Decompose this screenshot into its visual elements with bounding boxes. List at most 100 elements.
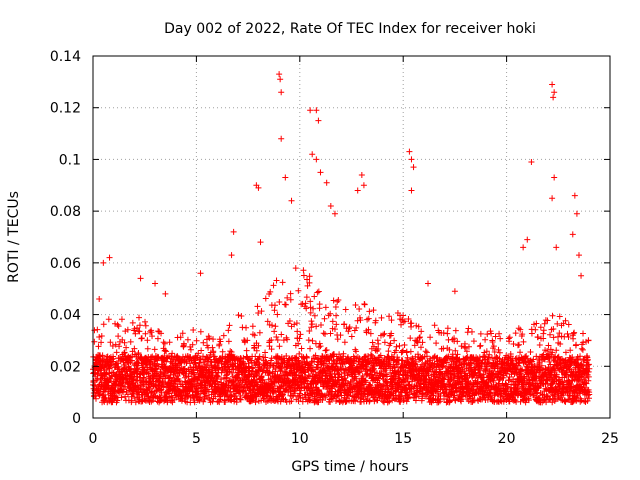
data-point (388, 330, 395, 337)
data-point-peak (569, 231, 576, 238)
data-point-peak (451, 288, 458, 295)
data-point (271, 302, 278, 309)
data-point (334, 393, 341, 400)
data-point (416, 334, 423, 341)
data-point (359, 372, 366, 379)
data-point (367, 330, 374, 337)
data-point (379, 398, 386, 405)
data-point (344, 380, 351, 387)
data-point (297, 390, 304, 397)
data-point (567, 347, 574, 354)
data-point (584, 397, 591, 404)
data-point (278, 365, 285, 372)
data-point (367, 351, 374, 358)
data-point (226, 322, 233, 329)
data-point (465, 325, 472, 332)
data-point (268, 336, 275, 343)
data-point (92, 395, 99, 402)
data-point (565, 333, 572, 340)
data-point (323, 360, 330, 367)
data-point-peak (578, 272, 585, 279)
data-point (353, 375, 360, 382)
data-point (256, 329, 263, 336)
data-point (411, 342, 418, 349)
data-point (465, 343, 472, 350)
data-point (171, 381, 178, 388)
data-point (333, 381, 340, 388)
data-point (307, 345, 314, 352)
data-point (523, 355, 530, 362)
data-point (314, 364, 321, 371)
data-point (316, 376, 323, 383)
data-point (413, 358, 420, 365)
data-point (565, 321, 572, 328)
data-point (296, 350, 303, 357)
data-point (516, 341, 523, 348)
data-point (149, 333, 156, 340)
data-point (347, 389, 354, 396)
data-point (327, 399, 334, 406)
data-point (334, 336, 341, 343)
data-point (386, 313, 393, 320)
data-point (266, 369, 273, 376)
data-point (440, 330, 447, 337)
data-point (236, 396, 243, 403)
data-point (112, 341, 119, 348)
data-point (171, 396, 178, 403)
x-tick-label: 10 (291, 431, 309, 447)
data-point (196, 397, 203, 404)
data-point (564, 330, 571, 337)
data-point (287, 296, 294, 303)
data-point-peak (410, 164, 417, 171)
data-point (477, 330, 484, 337)
data-point (532, 326, 539, 333)
data-point (317, 321, 324, 328)
data-point (491, 349, 498, 356)
data-point (189, 341, 196, 348)
data-point (452, 327, 459, 334)
data-point (427, 334, 434, 341)
data-point (322, 347, 329, 354)
data-point (270, 282, 277, 289)
data-point (327, 330, 334, 337)
data-point (515, 325, 522, 332)
data-point (200, 339, 207, 346)
y-tick-label: 0.08 (50, 204, 81, 220)
data-point (549, 399, 556, 406)
data-point (279, 279, 286, 286)
data-point (217, 396, 224, 403)
data-point (384, 382, 391, 389)
data-point (388, 317, 395, 324)
data-point (192, 360, 199, 367)
data-point (353, 348, 360, 355)
data-point (573, 341, 580, 348)
data-point (128, 365, 135, 372)
data-point (383, 365, 390, 372)
data-point (134, 324, 141, 331)
data-point (579, 362, 586, 369)
data-point (168, 353, 175, 360)
data-point (313, 323, 320, 330)
data-point (322, 330, 329, 337)
data-point (284, 336, 291, 343)
data-point (572, 393, 579, 400)
data-point (335, 297, 342, 304)
data-point (307, 298, 314, 305)
data-point (493, 360, 500, 367)
data-point (433, 340, 440, 347)
data-point (554, 333, 561, 340)
data-point (406, 381, 413, 388)
data-point (482, 366, 489, 373)
data-point (220, 332, 227, 339)
data-point (267, 288, 274, 295)
data-point (378, 314, 385, 321)
data-point (94, 375, 101, 382)
data-point (311, 312, 318, 319)
data-point (115, 323, 122, 330)
data-point-peak (354, 187, 361, 194)
data-point (553, 347, 560, 354)
data-point (547, 346, 554, 353)
data-point (444, 330, 451, 337)
data-point (585, 377, 592, 384)
data-point (541, 320, 548, 327)
